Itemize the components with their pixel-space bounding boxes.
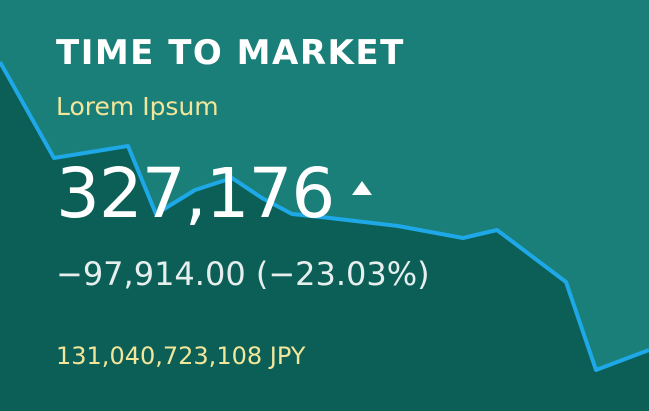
main-value: 327,176 (56, 154, 335, 234)
total-value: 131,040,723,108 JPY (56, 342, 306, 370)
chart-line (0, 61, 649, 372)
card-title: TIME TO MARKET (56, 33, 405, 73)
change-value: −97,914.00 (−23.03%) (56, 255, 430, 293)
value-row: 327,176 (56, 154, 373, 234)
trend-up-icon (352, 180, 373, 195)
card-subtitle: Lorem Ipsum (56, 92, 219, 121)
chart-area-fill (0, 62, 649, 411)
